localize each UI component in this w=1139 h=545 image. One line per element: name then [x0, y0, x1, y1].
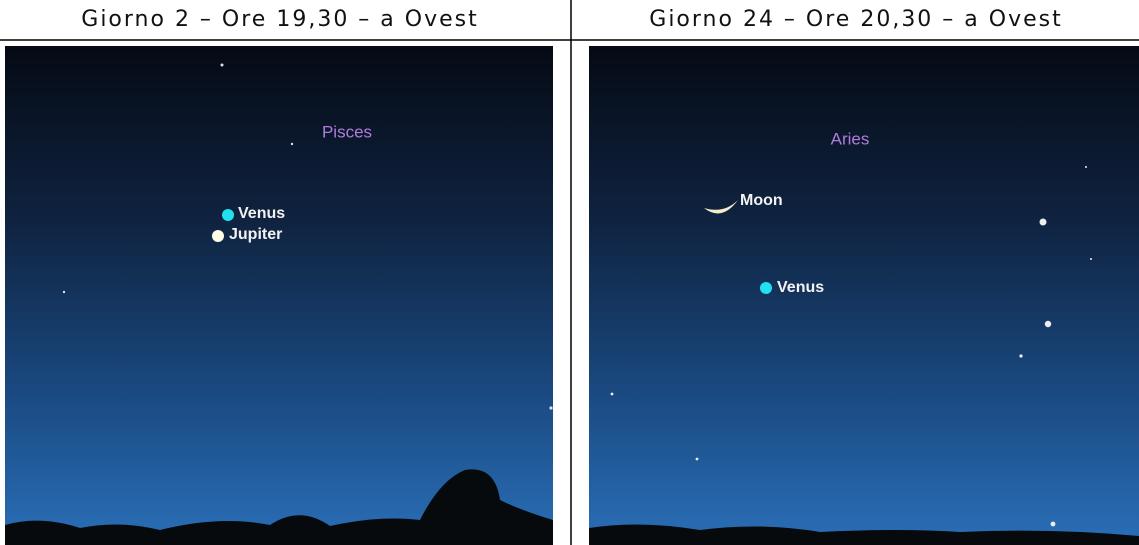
venus-dot: [222, 209, 234, 221]
object-label: Venus: [777, 279, 824, 296]
page: {"panels": [ {"caption": "Giorno 2 – Ore…: [0, 0, 1139, 545]
object-label: Venus: [238, 205, 285, 222]
object-label: Jupiter: [229, 226, 282, 243]
venus-dot: [760, 282, 772, 294]
caption: Giorno 24 – Ore 20,30 – a Ovest: [649, 7, 1062, 32]
sky: [589, 46, 1139, 545]
caption: Giorno 2 – Ore 19,30 – a Ovest: [81, 7, 478, 32]
figure: Giorno 2 – Ore 19,30 – a Ovest Giorno 24…: [0, 0, 1139, 545]
constellation-label: Pisces: [322, 122, 372, 141]
jupiter-dot: [212, 230, 224, 242]
constellation-label: Aries: [831, 129, 870, 148]
object-label: Moon: [740, 192, 783, 209]
